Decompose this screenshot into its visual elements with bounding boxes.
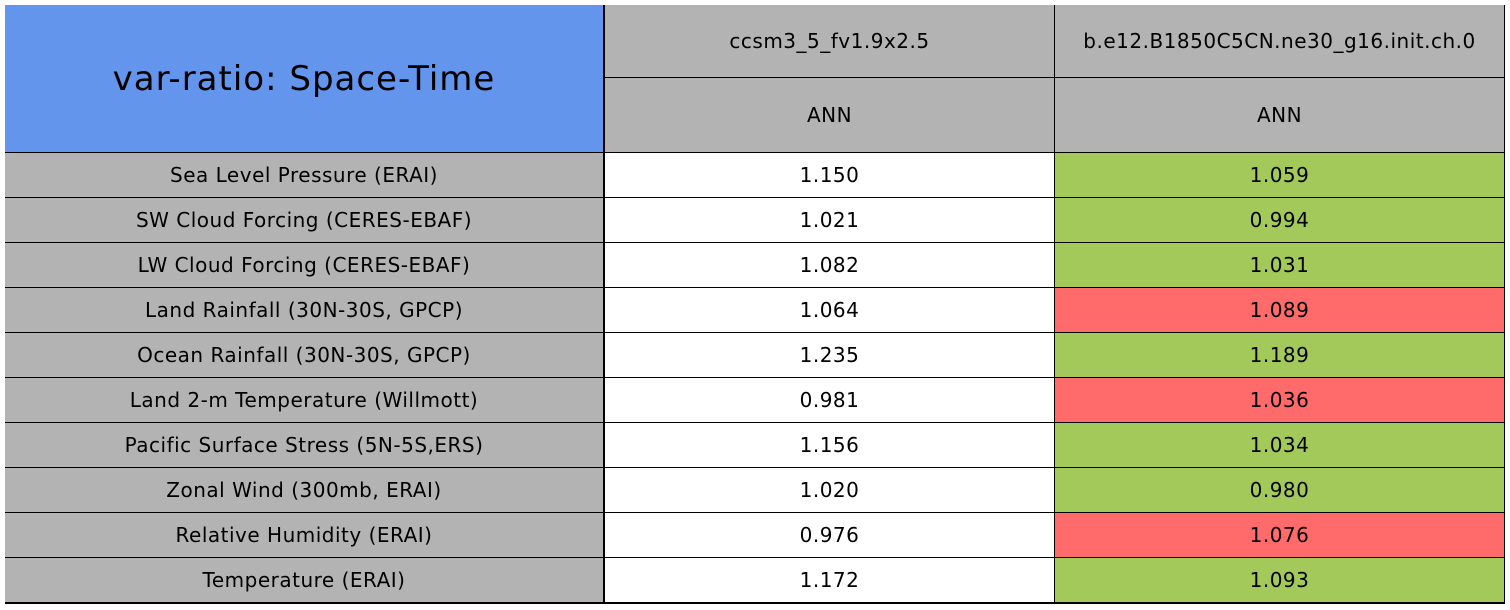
row-label: Land Rainfall (30N-30S, GPCP): [5, 288, 605, 333]
value-cell: 1.034: [1055, 423, 1505, 468]
row-label: Ocean Rainfall (30N-30S, GPCP): [5, 333, 605, 378]
value-cell-text: 1.082: [799, 253, 860, 277]
value-cell: 1.235: [605, 333, 1055, 378]
row-label-text: LW Cloud Forcing (CERES-EBAF): [137, 253, 471, 277]
value-cell: 0.980: [1055, 468, 1505, 513]
value-cell: 1.172: [605, 558, 1055, 603]
value-cell: 1.082: [605, 243, 1055, 288]
value-cell-text: 1.064: [799, 298, 860, 322]
row-label-text: SW Cloud Forcing (CERES-EBAF): [135, 208, 473, 232]
value-cell-text: 1.031: [1249, 253, 1310, 277]
value-cell-text: 1.059: [1249, 163, 1310, 187]
value-cell-text: 1.172: [799, 568, 860, 592]
value-cell-text: 0.994: [1249, 208, 1310, 232]
row-label: Sea Level Pressure (ERAI): [5, 153, 605, 198]
value-cell: 1.076: [1055, 513, 1505, 558]
value-cell: 1.021: [605, 198, 1055, 243]
row-label-text: Temperature (ERAI): [202, 568, 406, 592]
value-cell-text: 1.093: [1249, 568, 1310, 592]
table: var-ratio: Space-Time ANN ANN ccsm3_5_fv1.9…: [5, 5, 1505, 604]
value-cell: 0.994: [1055, 198, 1505, 243]
value-cell-text: 1.156: [799, 433, 860, 457]
value-cell: 1.089: [1055, 288, 1505, 333]
value-cell-text: 1.189: [1249, 343, 1310, 367]
value-cell: 1.031: [1055, 243, 1505, 288]
title-cell: var-ratio: Space-Time: [5, 5, 605, 153]
value-cell-text: 1.036: [1249, 388, 1310, 412]
row-label: Temperature (ERAI): [5, 558, 605, 603]
title-cell-text: var-ratio: Space-Time: [112, 58, 496, 99]
value-cell-text: 1.020: [799, 478, 860, 502]
value-cell: 1.150: [605, 153, 1055, 198]
row-label: Zonal Wind (300mb, ERAI): [5, 468, 605, 513]
value-cell-text: 0.980: [1249, 478, 1310, 502]
value-cell: 1.036: [1055, 378, 1505, 423]
case-header: ccsm3_5_fv1.9x2.5: [605, 5, 1055, 78]
row-label-text: Land 2-m Temperature (Willmott): [129, 388, 479, 412]
row-label-text: Ocean Rainfall (30N-30S, GPCP): [137, 343, 471, 367]
value-cell: 1.064: [605, 288, 1055, 333]
value-cell: 1.156: [605, 423, 1055, 468]
value-cell-text: 0.976: [799, 523, 860, 547]
value-cell: 0.976: [605, 513, 1055, 558]
value-cell-text: 1.076: [1249, 523, 1310, 547]
row-label: LW Cloud Forcing (CERES-EBAF): [5, 243, 605, 288]
value-cell: 1.189: [1055, 333, 1505, 378]
row-label: Relative Humidity (ERAI): [5, 513, 605, 558]
value-cell: 1.020: [605, 468, 1055, 513]
row-label: SW Cloud Forcing (CERES-EBAF): [5, 198, 605, 243]
value-cell-text: 0.981: [799, 388, 860, 412]
season-header-text: ANN: [806, 103, 853, 127]
value-cell-text: 1.021: [799, 208, 860, 232]
row-label-text: Zonal Wind (300mb, ERAI): [166, 478, 442, 502]
case-header-text: ccsm3_5_fv1.9x2.5: [729, 29, 930, 53]
season-header-text: ANN: [1256, 103, 1303, 127]
value-cell-text: 1.235: [799, 343, 860, 367]
row-label-text: Pacific Surface Stress (5N-5S,ERS): [124, 433, 484, 457]
row-label-text: Relative Humidity (ERAI): [175, 523, 433, 547]
season-header: ANN: [1055, 78, 1505, 153]
row-label: Pacific Surface Stress (5N-5S,ERS): [5, 423, 605, 468]
case-header: b.e12.B1850C5CN.ne30_g16.init.ch.0: [1055, 5, 1505, 78]
value-cell-text: 1.150: [799, 163, 860, 187]
row-label: Land 2-m Temperature (Willmott): [5, 378, 605, 423]
value-cell-text: 1.034: [1249, 433, 1310, 457]
row-label-text: Land Rainfall (30N-30S, GPCP): [144, 298, 464, 322]
case-header-text: b.e12.B1850C5CN.ne30_g16.init.ch.0: [1083, 29, 1476, 53]
season-header: ANN: [605, 78, 1055, 153]
value-cell: 1.059: [1055, 153, 1505, 198]
value-cell: 1.093: [1055, 558, 1505, 603]
value-cell: 0.981: [605, 378, 1055, 423]
row-label-text: Sea Level Pressure (ERAI): [170, 163, 438, 187]
value-cell-text: 1.089: [1249, 298, 1310, 322]
